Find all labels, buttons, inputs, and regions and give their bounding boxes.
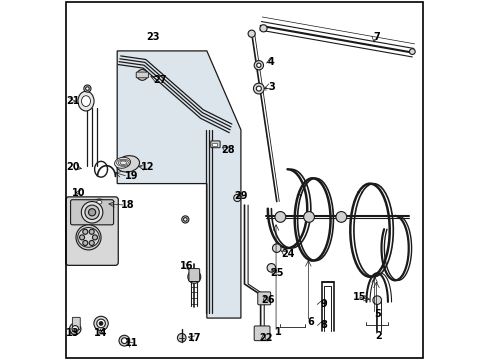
Text: 13: 13 (66, 328, 80, 338)
Text: 3: 3 (267, 82, 274, 92)
Circle shape (274, 212, 285, 222)
FancyBboxPatch shape (136, 72, 148, 78)
Text: 22: 22 (259, 333, 272, 343)
Circle shape (272, 244, 281, 252)
Text: 10: 10 (72, 188, 85, 198)
Circle shape (408, 49, 414, 54)
Circle shape (72, 325, 78, 332)
Circle shape (83, 85, 91, 92)
Text: 4: 4 (267, 57, 274, 67)
Ellipse shape (78, 228, 99, 247)
Circle shape (89, 240, 94, 246)
Circle shape (82, 229, 88, 234)
Text: 23: 23 (146, 32, 160, 41)
Text: 12: 12 (141, 162, 154, 172)
Text: 16: 16 (180, 261, 193, 271)
Circle shape (183, 218, 187, 221)
Circle shape (89, 229, 94, 234)
Circle shape (82, 240, 88, 246)
Circle shape (85, 87, 89, 90)
Text: 7: 7 (373, 32, 380, 41)
FancyBboxPatch shape (188, 269, 199, 282)
Text: 18: 18 (121, 200, 135, 210)
Ellipse shape (96, 201, 102, 204)
Circle shape (266, 264, 275, 272)
Circle shape (76, 225, 101, 250)
Text: 20: 20 (66, 162, 80, 172)
Circle shape (187, 270, 201, 283)
Polygon shape (117, 51, 241, 318)
Text: 2: 2 (375, 331, 382, 341)
Circle shape (256, 86, 261, 91)
Text: +: + (262, 86, 267, 91)
Text: 29: 29 (234, 191, 247, 201)
Circle shape (254, 60, 263, 70)
FancyBboxPatch shape (72, 318, 80, 329)
Circle shape (137, 69, 147, 80)
Circle shape (92, 235, 97, 240)
FancyBboxPatch shape (254, 326, 269, 341)
Circle shape (88, 209, 96, 216)
Text: 6: 6 (307, 317, 314, 327)
Ellipse shape (94, 199, 104, 206)
Text: 24: 24 (280, 248, 294, 258)
Text: 21: 21 (66, 96, 80, 106)
Circle shape (81, 202, 102, 223)
Text: 28: 28 (221, 144, 235, 154)
FancyBboxPatch shape (257, 292, 270, 305)
Ellipse shape (114, 157, 130, 168)
Text: 8: 8 (319, 320, 326, 330)
FancyBboxPatch shape (66, 197, 118, 265)
Circle shape (99, 321, 102, 325)
Circle shape (80, 235, 84, 240)
Circle shape (233, 194, 241, 202)
Circle shape (303, 212, 314, 222)
Circle shape (119, 335, 129, 346)
FancyBboxPatch shape (70, 200, 113, 225)
Text: 5: 5 (373, 310, 380, 319)
Text: 26: 26 (261, 295, 274, 305)
Text: 19: 19 (124, 171, 138, 181)
Ellipse shape (81, 96, 90, 107)
Circle shape (97, 319, 105, 328)
Text: 25: 25 (269, 268, 283, 278)
Text: 14: 14 (94, 328, 107, 338)
Ellipse shape (78, 91, 94, 111)
Circle shape (121, 338, 127, 343)
Text: 1: 1 (275, 327, 282, 337)
Text: 27: 27 (153, 75, 166, 85)
Circle shape (69, 323, 81, 334)
Circle shape (372, 296, 381, 305)
Circle shape (177, 333, 185, 342)
Circle shape (247, 30, 255, 37)
Circle shape (335, 212, 346, 222)
Circle shape (182, 216, 188, 223)
Text: 15: 15 (352, 292, 365, 302)
FancyBboxPatch shape (210, 141, 220, 148)
Text: 9: 9 (319, 299, 326, 309)
Circle shape (256, 63, 261, 67)
Circle shape (253, 83, 264, 94)
FancyBboxPatch shape (212, 143, 216, 146)
Text: 17: 17 (187, 333, 201, 343)
Circle shape (94, 316, 108, 330)
Circle shape (260, 25, 266, 32)
Text: 11: 11 (124, 338, 138, 348)
Ellipse shape (116, 156, 139, 172)
Circle shape (85, 205, 99, 220)
